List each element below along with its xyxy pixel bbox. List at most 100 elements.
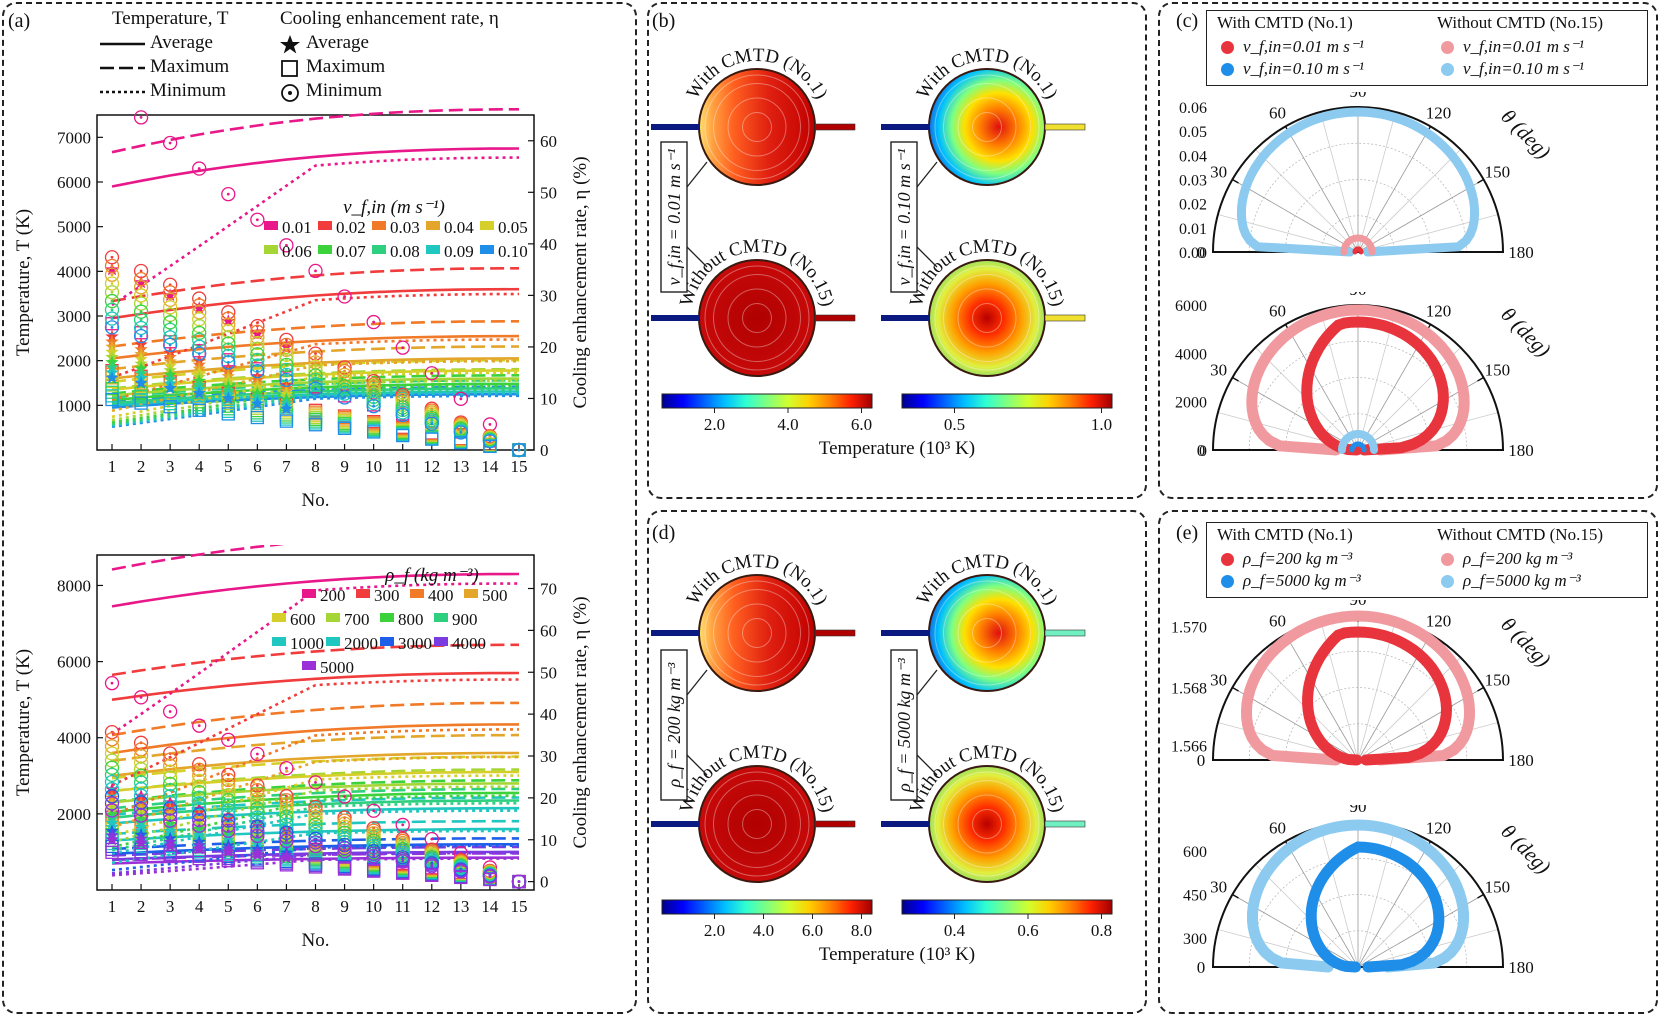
x-tick-label: 5 [224,457,233,476]
x-tick-label: 4 [195,897,204,916]
panel-a-frame [2,2,637,1014]
eta-min-circle [250,746,265,762]
eta-min-dot [372,320,376,324]
eta-avg-star [163,381,177,394]
eta-min-dot [343,849,346,853]
polar-series-curve [1246,304,1470,456]
colorbar-tick-label: 4.0 [753,921,774,940]
x-tick-label: 13 [452,457,469,476]
disc-wall [934,74,1040,180]
eta-max-square [250,410,265,425]
series-max-line [111,733,520,763]
series-avg-line [111,751,519,778]
eta-min-dot [139,285,143,289]
legend-c-item-2: v_f,in=0.10 m s⁻¹ [1243,59,1364,78]
series-legend-label: 500 [482,586,508,605]
series-max-line [111,267,520,303]
eta-min-dot [314,365,317,369]
x-tick-label: 8 [311,897,320,916]
eta-min-circle [250,805,265,821]
temp-legend-title: Temperature, T [112,8,229,29]
eta-min-dot [285,343,288,347]
y2-tick-label: 20 [540,789,557,808]
eta-min-circle [337,289,352,304]
series-min-line [111,394,520,428]
eta-avg-star [221,391,235,405]
polar-grid-spoke [1357,347,1461,451]
colorbar-tick-label: 6.0 [802,921,823,940]
eta-min-circle [221,793,236,808]
eta-min-dot [285,243,288,247]
colorbar-tick-label: 0.6 [1017,921,1038,940]
eta-min-circle [395,817,410,833]
r-tick-label: 1.570 [1171,620,1207,637]
isotherm [957,794,1017,854]
eta-min-circle [250,819,265,834]
y-tick-label: 5000 [57,218,91,237]
eta-min-dot [197,824,201,828]
eta-min-dot [401,408,405,412]
series-min-line [111,359,519,412]
y2-tick-label: 40 [540,235,557,254]
polar-chart-c-top: 0 30 60 90 120 150 180 θ (deg) 0.00 0.01 0.02 0.03 0… [1179,92,1556,262]
theta-tick-label: 150 [1485,878,1511,897]
x-tick-label: 15 [511,457,528,476]
y2-tick-label: 60 [540,132,557,151]
theta-tick-label: 30 [1210,878,1227,897]
eta-min-dot [226,788,230,792]
series-legend-swatch [318,245,332,254]
eta-min-dot [226,360,230,364]
disc-wall [704,580,810,686]
series-legend-label: 0.01 [282,218,312,237]
eta-min-circle [133,808,149,823]
eta-min-dot [372,852,376,856]
y-tick-label: 2000 [57,352,91,371]
eta-min-circle [453,425,469,440]
eta-min-dot [255,825,259,829]
eta-min-circle [308,377,323,392]
theta-tick-label: 180 [1508,958,1534,977]
series-min-line [111,678,520,787]
inlet-pipe [651,630,699,636]
eta-max-square [279,414,294,428]
eta-avg-star [192,386,206,399]
eta-min-circle [279,801,294,816]
series-legend-swatch [372,221,386,230]
contour-disc [928,574,1046,692]
eta-min-circle [366,395,381,411]
eta-min-dot [343,846,346,850]
eta-avg-star [221,844,235,858]
eta-max-square [192,851,206,866]
theta-tick-label: 180 [1508,751,1534,770]
colorbar [661,393,873,409]
eta-min-dot [255,788,259,792]
eta-min-circle [162,135,178,151]
polar-grid-spoke [1320,111,1359,253]
eta-min-dot [285,815,288,818]
eta-min-dot [430,371,434,375]
eta-min-dot [401,823,405,827]
eta-max-square [221,854,235,868]
eta-min-circle [395,340,410,355]
eta-min-dot [401,413,405,417]
x-tick-label: 9 [340,457,349,476]
eta-min-dot [255,218,259,222]
r-tick-label: 1.568 [1171,681,1207,698]
legend-c-item-1: v_f,in=0.01 m s⁻¹ [1243,37,1364,56]
eta-min-circle [221,767,236,782]
eta-min-dot [459,431,463,434]
eta-min-dot [285,363,288,367]
eta-min-dot [401,346,405,350]
eta-min-circle [221,823,236,838]
y-tick-label: 6000 [57,653,91,672]
eta-min-dot [139,269,143,273]
r-tick-label: 0.01 [1179,221,1207,238]
series-min-line [111,785,520,844]
eta-min-circle [250,787,265,802]
eta-min-dot [430,837,434,841]
eta-min-circle [104,311,120,326]
isotherm [972,809,1002,839]
eta-min-circle [104,258,120,274]
eta-min-dot [285,348,288,352]
leader-line [916,669,938,696]
